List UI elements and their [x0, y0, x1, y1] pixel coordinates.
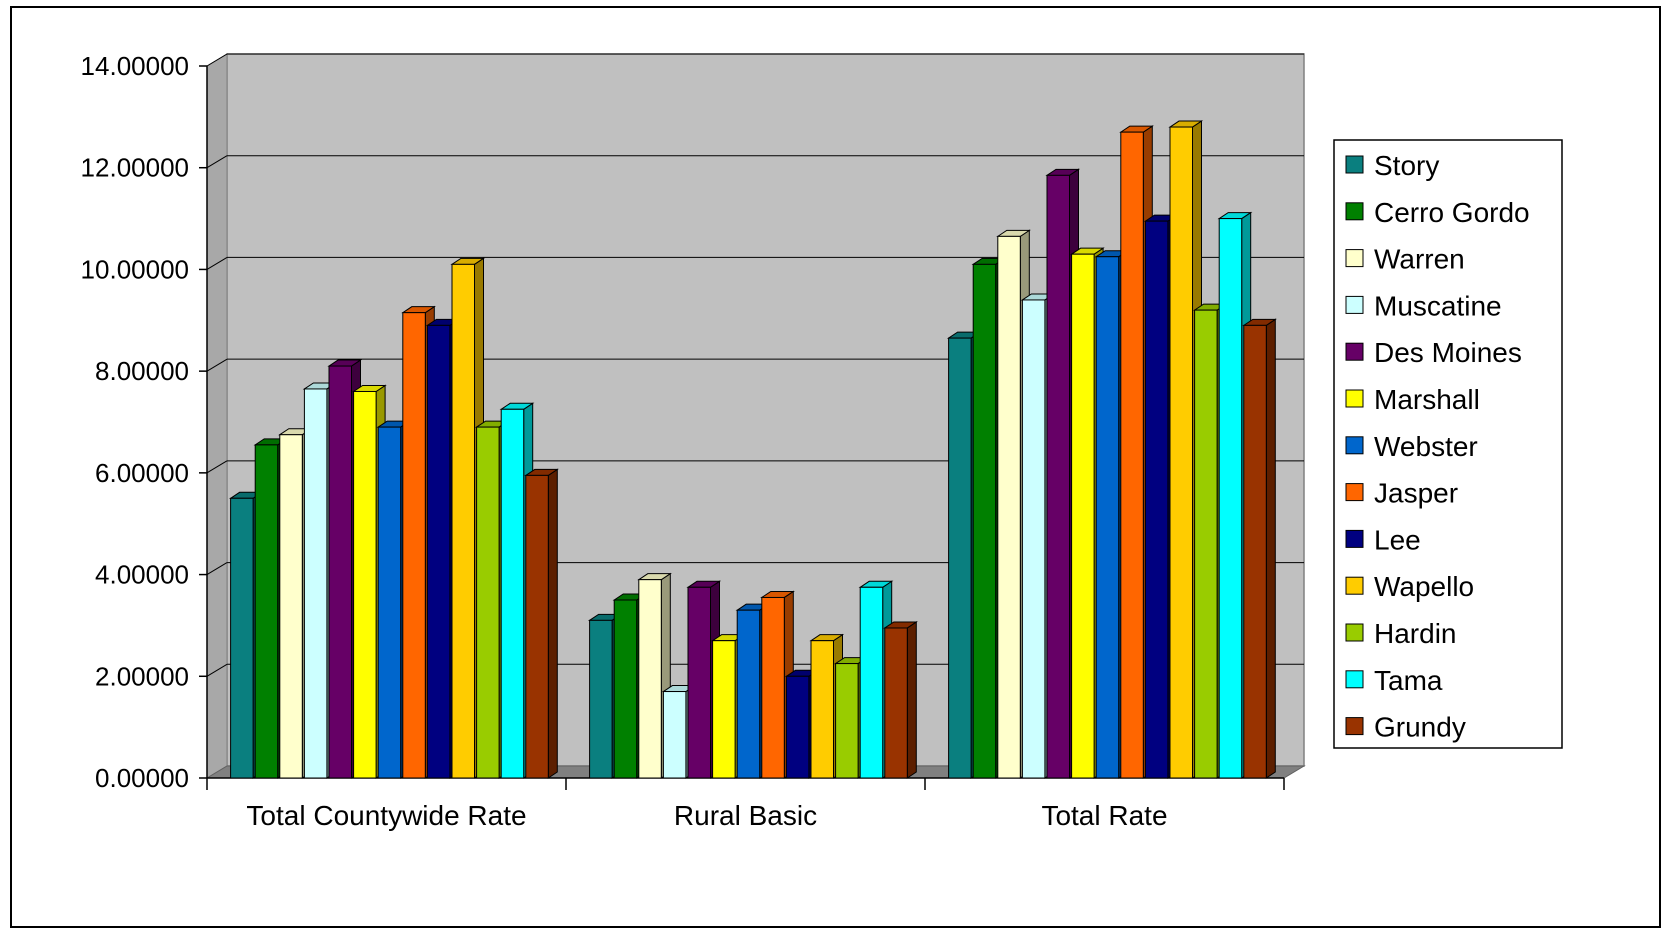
legend-entry-label: Tama — [1374, 665, 1443, 696]
bar-front — [835, 663, 859, 779]
bar-front — [687, 586, 711, 779]
bar-front — [426, 324, 451, 779]
bar — [524, 468, 559, 779]
y-tick-label: 2.00000 — [95, 661, 189, 691]
bar-front — [1169, 126, 1193, 779]
legend-swatch — [1345, 436, 1364, 455]
y-axis: 0.00000 2.00000 4.00000 6.00000 8.00000 10.00… — [81, 51, 208, 793]
bar-front — [884, 627, 908, 779]
bar-front — [859, 586, 884, 779]
bar-front — [303, 388, 328, 779]
gridline-side — [206, 460, 228, 474]
legend-entry-label: Cerro Gordo — [1374, 197, 1530, 228]
legend-swatch — [1345, 529, 1364, 548]
bar-front — [736, 609, 761, 779]
gridline-side — [206, 53, 228, 67]
bar-front — [279, 434, 303, 779]
legend-swatch — [1345, 717, 1364, 736]
legend-entry-label: Marshall — [1374, 384, 1480, 415]
legend: Story Cerro Gordo Warren Muscatine Des Moine… — [1333, 139, 1563, 749]
y-tick-label: 0.00000 — [95, 763, 189, 793]
legend-entry-label: Muscatine — [1374, 290, 1502, 321]
bar-front — [1021, 299, 1046, 779]
gridline-side — [206, 562, 228, 576]
legend-swatch — [1345, 623, 1364, 642]
x-category-label: Rural Basic — [674, 800, 817, 831]
bar-side — [1265, 318, 1276, 779]
bar-front — [476, 426, 500, 779]
gridline-side — [206, 663, 228, 677]
bar-front — [500, 408, 525, 779]
y-tick-label: 4.00000 — [95, 560, 189, 590]
y-tick-label: 10.00000 — [81, 254, 189, 284]
bar-front — [1120, 131, 1144, 779]
legend-swatch — [1345, 295, 1364, 314]
bar-front — [972, 263, 997, 779]
legend-entry-label: Des Moines — [1374, 337, 1522, 368]
bar-front — [525, 474, 549, 779]
bar-front — [1218, 218, 1243, 779]
bar-front — [662, 691, 687, 779]
bar-front — [1194, 309, 1218, 779]
bar-front — [1071, 253, 1095, 779]
bar-front — [948, 337, 972, 779]
bar-side — [906, 621, 917, 779]
bar-front — [761, 596, 785, 779]
gridline-side — [206, 155, 228, 169]
bar-front — [997, 235, 1021, 779]
legend-swatch — [1345, 576, 1364, 595]
legend-box — [1333, 139, 1563, 749]
bar-front — [638, 579, 662, 779]
bar-front — [254, 444, 279, 779]
legend-swatch — [1345, 202, 1364, 221]
bar-front — [402, 312, 426, 779]
bar-front — [1095, 256, 1120, 779]
bar-front — [613, 599, 638, 779]
y-tick-label: 14.00000 — [81, 51, 189, 81]
bars — [228, 120, 1277, 779]
legend-swatch — [1345, 389, 1364, 408]
y-tick-label: 6.00000 — [95, 458, 189, 488]
bar-front — [589, 619, 613, 779]
legend-swatch — [1345, 342, 1364, 361]
bar-front — [451, 263, 475, 779]
y-tick-label: 12.00000 — [81, 153, 189, 183]
legend-swatch — [1345, 670, 1364, 689]
bar-front — [1144, 220, 1169, 779]
bar-front — [712, 640, 736, 779]
legend-entry-label: Grundy — [1374, 712, 1466, 743]
legend-entry-label: Warren — [1374, 244, 1465, 275]
plot-side-wall — [206, 53, 228, 779]
bar-front — [785, 675, 810, 779]
bar-front — [353, 390, 377, 779]
bar — [883, 621, 918, 779]
x-category-label: Total Countywide Rate — [246, 800, 526, 831]
x-category-label: Total Rate — [1041, 800, 1167, 831]
legend-swatch — [1345, 155, 1364, 174]
legend-swatch — [1345, 249, 1364, 268]
legend-swatch — [1345, 483, 1364, 502]
bar-front — [1243, 324, 1267, 779]
gridline-side — [206, 358, 228, 372]
bar-front — [230, 497, 254, 779]
bar-front — [328, 365, 352, 779]
legend-entry-label: Story — [1374, 150, 1439, 181]
gridline-side — [206, 256, 228, 270]
bar — [450, 257, 486, 779]
legend-entry-label: Wapello — [1374, 571, 1474, 602]
bar-front — [1046, 174, 1070, 779]
bar-front — [377, 426, 402, 779]
bar-side — [547, 468, 558, 779]
legend-entry-label: Jasper — [1374, 478, 1458, 509]
x-axis: Total Countywide Rate Rural Basic Total Ra… — [206, 777, 1285, 831]
legend-entry-label: Lee — [1374, 524, 1421, 555]
legend-entry-label: Hardin — [1374, 618, 1456, 649]
bar — [1242, 318, 1277, 779]
y-tick-label: 8.00000 — [95, 356, 189, 386]
legend-entry-label: Webster — [1374, 431, 1478, 462]
bar-front — [810, 640, 834, 779]
